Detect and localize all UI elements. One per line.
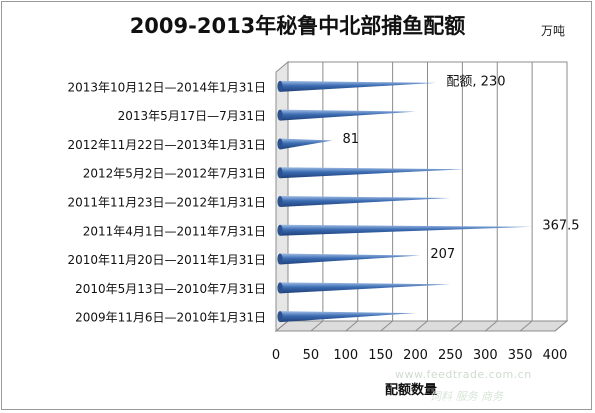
gridline-floor bbox=[345, 320, 359, 332]
watermark-slogan: 饲料 服务 商务 bbox=[430, 390, 503, 403]
bar-cone-base bbox=[277, 138, 283, 150]
x-tick-label: 400 bbox=[543, 348, 568, 363]
bar-cone-base bbox=[277, 253, 283, 265]
data-label: 367.5 bbox=[542, 218, 579, 233]
bar-cone bbox=[280, 167, 465, 179]
category-label: 2012年5月2日—2012年7月31日 bbox=[83, 167, 266, 181]
category-label: 2010年11月20日—2011年1月31日 bbox=[67, 253, 266, 267]
bar-cone-base bbox=[277, 80, 283, 92]
gridline-floor bbox=[415, 320, 428, 332]
x-tick-label: 350 bbox=[508, 348, 533, 363]
x-tick-label: 50 bbox=[303, 348, 320, 363]
gridline-floor bbox=[519, 320, 533, 332]
category-label: 2013年10月12日—2014年1月31日 bbox=[67, 80, 266, 94]
gridline-floor bbox=[380, 320, 393, 332]
x-tick-label: 300 bbox=[473, 348, 498, 363]
x-tick-label: 0 bbox=[272, 348, 280, 363]
data-label: 207 bbox=[430, 247, 455, 262]
bar-cone-base bbox=[277, 311, 283, 323]
category-label: 2010年5月13日—2010年7月31日 bbox=[75, 282, 266, 296]
x-axis-title: 配额数量 bbox=[385, 383, 438, 398]
gridline-floor bbox=[275, 320, 289, 332]
bar-cone-base bbox=[277, 282, 283, 294]
category-label: 2012年11月22日—2013年1月31日 bbox=[67, 138, 266, 152]
x-tick-label: 200 bbox=[403, 348, 428, 363]
gridline-floor bbox=[554, 320, 568, 332]
bar-cone bbox=[280, 109, 416, 121]
bar-cone-base bbox=[277, 167, 283, 179]
bar-cone bbox=[280, 311, 416, 323]
data-label: 81 bbox=[342, 132, 359, 147]
x-tick-label: 250 bbox=[438, 348, 463, 363]
data-label: 配额, 230 bbox=[446, 74, 505, 89]
category-label: 2011年4月1日—2011年7月31日 bbox=[83, 224, 266, 238]
category-label: 2013年5月17日—7月31日 bbox=[118, 109, 266, 123]
bar-cone-base bbox=[277, 196, 283, 207]
bar-cone bbox=[280, 253, 421, 265]
gridline-floor bbox=[450, 320, 463, 332]
bar-cone bbox=[280, 80, 437, 92]
x-tick-label: 100 bbox=[333, 348, 358, 363]
chart-title: 2009-2013年秘鲁中北部捕鱼配额 bbox=[129, 14, 466, 38]
x-tick-label: 150 bbox=[368, 348, 393, 363]
bar-cone-base bbox=[277, 224, 283, 236]
watermark-url: www.feedtrade.com.cn bbox=[395, 368, 532, 381]
unit-label: 万吨 bbox=[541, 24, 566, 38]
bar-cone bbox=[280, 138, 333, 150]
category-label: 2011年11月23日—2012年1月31日 bbox=[67, 196, 266, 210]
bar-cone bbox=[280, 282, 451, 294]
bar-cone bbox=[280, 196, 451, 207]
gridline-floor bbox=[484, 320, 498, 332]
gridline-floor bbox=[310, 320, 324, 332]
category-label: 2009年11月6日—2010年1月31日 bbox=[75, 311, 266, 325]
bar-cone bbox=[280, 224, 533, 236]
bar-cone-base bbox=[277, 109, 283, 121]
